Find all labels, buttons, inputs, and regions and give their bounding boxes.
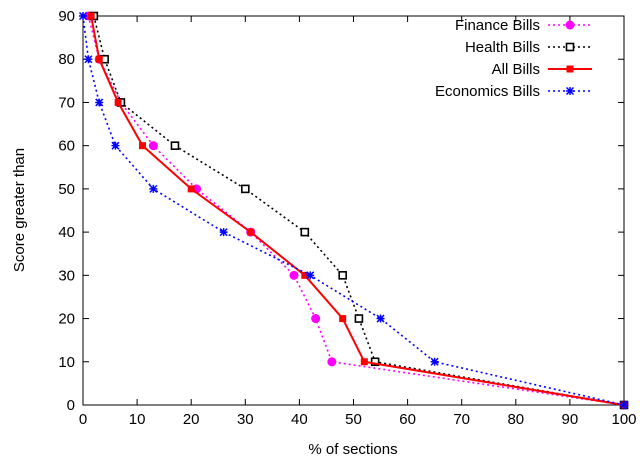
- data-point: [187, 185, 195, 193]
- y-tick-label: 50: [58, 181, 75, 198]
- y-tick-label: 80: [58, 51, 75, 68]
- data-point: [241, 184, 250, 194]
- x-tick-label: 70: [453, 411, 470, 428]
- x-tick-label: 100: [611, 411, 636, 428]
- y-tick-label: 90: [58, 8, 75, 25]
- y-tick-label: 20: [58, 311, 75, 328]
- series-lines: [78, 11, 629, 410]
- ticks: 0 10 20 30 40 50 60 70 80 90 100 0 10 20 30 40 50 60 70 80 9…: [58, 8, 636, 428]
- legend-label: All Bills: [492, 61, 540, 78]
- data-point: [170, 141, 180, 150]
- y-tick-label: 0: [67, 397, 75, 414]
- series-line: [90, 15, 625, 406]
- data-point: [430, 357, 439, 366]
- x-tick-label: 10: [129, 411, 146, 428]
- legend-item: Finance Bills: [455, 17, 592, 34]
- data-point: [566, 65, 574, 73]
- legend-label: Health Bills: [465, 39, 540, 56]
- data-point: [219, 228, 228, 237]
- x-tick-label: 20: [183, 411, 200, 428]
- series-line: [82, 15, 625, 406]
- data-point: [306, 271, 315, 280]
- data-point: [565, 86, 575, 96]
- x-axis-title: % of sections: [308, 441, 397, 458]
- data-point: [339, 315, 347, 323]
- data-point: [78, 11, 88, 21]
- data-point: [338, 271, 347, 280]
- legend-label: Finance Bills: [455, 17, 540, 34]
- x-tick-label: 80: [507, 411, 524, 428]
- data-point: [148, 141, 158, 151]
- x-tick-label: 50: [345, 411, 362, 428]
- legend-item: All Bills: [492, 61, 592, 78]
- data-point: [311, 314, 321, 324]
- legend-label: Economics Bills: [435, 83, 540, 100]
- legend: Finance Bills Health Bills All Bills Econom…: [435, 17, 592, 100]
- data-point: [139, 142, 147, 150]
- legend-item: Economics Bills: [435, 83, 592, 100]
- y-tick-label: 70: [58, 94, 75, 111]
- data-point: [370, 357, 380, 367]
- x-tick-label: 30: [237, 411, 254, 428]
- series-all-bills: [87, 12, 628, 409]
- axes-frame: [82, 15, 625, 406]
- y-tick-label: 60: [58, 138, 75, 155]
- data-point: [565, 42, 575, 52]
- series-line: [93, 15, 625, 406]
- data-point: [565, 20, 575, 30]
- data-point: [376, 314, 385, 323]
- data-point: [289, 270, 299, 280]
- data-point: [87, 12, 95, 20]
- data-point: [95, 98, 104, 107]
- data-point: [247, 228, 255, 236]
- series-economics-bills: [78, 11, 629, 410]
- data-point: [111, 141, 120, 150]
- series-finance-bills: [83, 11, 629, 410]
- data-point: [301, 271, 309, 279]
- data-point: [619, 400, 629, 410]
- plot-border: [82, 15, 625, 406]
- x-tick-label: 60: [399, 411, 416, 428]
- data-point: [360, 358, 368, 366]
- legend-item: Health Bills: [465, 39, 592, 56]
- y-tick-label: 30: [58, 267, 75, 284]
- y-tick-label: 40: [58, 224, 75, 241]
- x-tick-label: 40: [291, 411, 308, 428]
- data-point: [84, 55, 93, 64]
- data-point: [114, 98, 122, 106]
- data-point: [327, 357, 337, 367]
- y-axis-title: Score greater than: [11, 148, 28, 272]
- y-tick-label: 10: [58, 354, 75, 371]
- data-point: [300, 227, 310, 237]
- x-tick-label: 0: [79, 411, 87, 428]
- data-point: [95, 55, 103, 63]
- x-tick-label: 90: [562, 411, 579, 428]
- data-point: [149, 184, 158, 193]
- data-point: [354, 314, 364, 323]
